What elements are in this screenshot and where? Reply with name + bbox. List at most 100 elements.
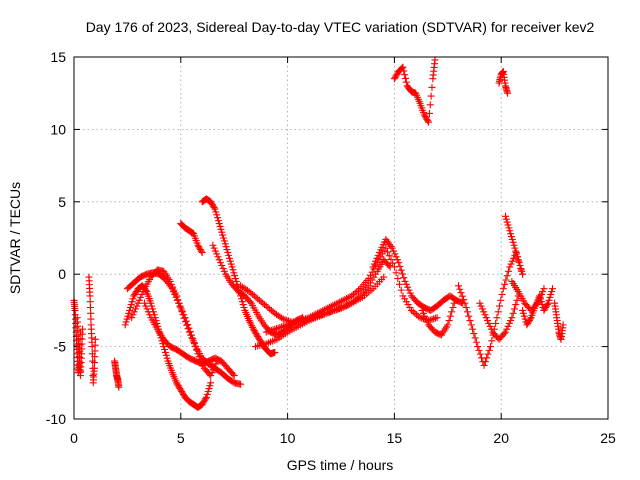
data-point bbox=[516, 262, 524, 270]
series-arc-3 bbox=[85, 273, 99, 387]
data-point bbox=[523, 321, 531, 329]
x-tick-label: 20 bbox=[493, 430, 509, 446]
data-point bbox=[541, 305, 549, 313]
data-point bbox=[237, 380, 245, 388]
data-point bbox=[433, 314, 441, 322]
data-point bbox=[401, 71, 409, 79]
data-point bbox=[271, 325, 279, 333]
data-point bbox=[325, 303, 333, 311]
data-point bbox=[485, 346, 493, 354]
data-point bbox=[402, 74, 410, 82]
data-point bbox=[250, 327, 258, 335]
data-point bbox=[175, 299, 183, 307]
data-point bbox=[261, 301, 269, 309]
data-point bbox=[454, 282, 462, 290]
data-point bbox=[502, 276, 510, 284]
data-point bbox=[542, 302, 550, 310]
data-point bbox=[181, 318, 189, 326]
data-point bbox=[183, 321, 191, 329]
data-point bbox=[167, 280, 175, 288]
series-arc-16 bbox=[390, 56, 439, 126]
data-point bbox=[279, 315, 287, 323]
data-point bbox=[249, 323, 257, 331]
data-point bbox=[517, 264, 525, 272]
data-point bbox=[255, 296, 263, 304]
data-point bbox=[125, 309, 133, 317]
data-point bbox=[286, 320, 294, 328]
data-point bbox=[126, 304, 134, 312]
data-point bbox=[498, 290, 506, 298]
data-point bbox=[128, 314, 136, 322]
data-point bbox=[264, 328, 272, 336]
data-point bbox=[170, 286, 178, 294]
data-point bbox=[499, 285, 507, 293]
data-point bbox=[128, 298, 136, 306]
data-point bbox=[197, 247, 205, 255]
data-point bbox=[115, 383, 123, 391]
plot-frame bbox=[73, 56, 609, 420]
data-point bbox=[515, 259, 523, 267]
data-point bbox=[422, 315, 430, 323]
data-point bbox=[470, 330, 478, 338]
data-point bbox=[174, 382, 182, 390]
data-point bbox=[487, 343, 495, 351]
data-point bbox=[476, 350, 484, 358]
data-point bbox=[507, 230, 515, 238]
data-point bbox=[127, 301, 135, 309]
data-point bbox=[184, 325, 192, 333]
data-point bbox=[138, 290, 146, 298]
data-point bbox=[327, 302, 335, 310]
data-point bbox=[480, 361, 488, 369]
data-point bbox=[392, 72, 400, 80]
data-point bbox=[122, 318, 130, 326]
data-point bbox=[537, 298, 545, 306]
data-point bbox=[394, 275, 402, 283]
data-point bbox=[254, 332, 262, 340]
data-point bbox=[393, 70, 401, 78]
data-point bbox=[509, 238, 517, 246]
data-point bbox=[508, 257, 516, 265]
data-point bbox=[139, 288, 147, 296]
y-tick-label: 5 bbox=[58, 194, 66, 210]
data-point bbox=[266, 305, 274, 313]
data-point bbox=[514, 256, 522, 264]
data-point bbox=[201, 396, 209, 404]
data-point bbox=[148, 302, 156, 310]
data-point bbox=[482, 314, 490, 322]
data-point bbox=[505, 319, 513, 327]
data-point bbox=[391, 73, 399, 81]
data-point bbox=[526, 315, 534, 323]
data-point bbox=[480, 308, 488, 316]
data-point bbox=[189, 229, 197, 237]
data-point bbox=[206, 382, 214, 390]
data-point bbox=[390, 263, 398, 271]
data-point bbox=[504, 221, 512, 229]
data-point bbox=[548, 288, 556, 296]
data-point bbox=[444, 321, 452, 329]
data-point bbox=[423, 318, 431, 326]
data-point bbox=[214, 253, 222, 261]
data-point bbox=[411, 309, 419, 317]
data-point bbox=[481, 311, 489, 319]
data-point bbox=[211, 247, 219, 255]
data-point bbox=[542, 304, 550, 312]
data-point bbox=[467, 321, 475, 329]
data-point bbox=[319, 307, 327, 315]
data-point bbox=[222, 243, 230, 251]
data-point bbox=[537, 295, 545, 303]
data-point bbox=[431, 56, 439, 64]
data-point bbox=[545, 296, 553, 304]
data-point bbox=[266, 327, 274, 335]
data-point bbox=[208, 199, 216, 207]
data-point bbox=[278, 314, 286, 322]
data-point bbox=[511, 244, 519, 252]
data-point bbox=[406, 289, 414, 297]
data-point bbox=[267, 326, 275, 334]
data-point bbox=[504, 322, 512, 330]
data-point bbox=[288, 319, 296, 327]
data-point bbox=[224, 248, 232, 256]
data-point bbox=[540, 285, 548, 293]
data-point bbox=[392, 269, 400, 277]
data-point bbox=[140, 299, 148, 307]
data-point bbox=[513, 296, 521, 304]
